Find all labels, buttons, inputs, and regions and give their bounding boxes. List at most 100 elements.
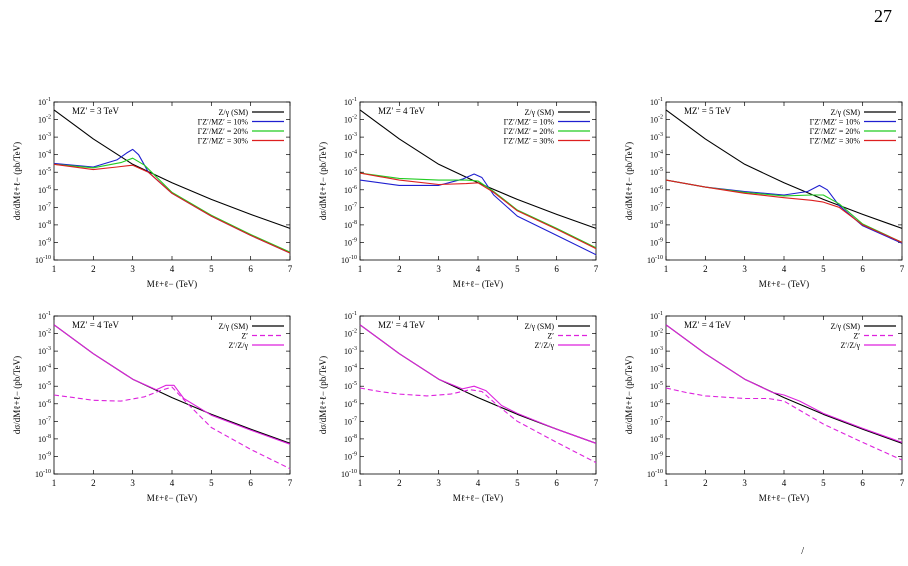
- x-tick-label: 2: [397, 478, 402, 488]
- series-line: [665, 324, 903, 444]
- x-tick-label: 6: [248, 478, 253, 488]
- x-tick-label: 4: [170, 264, 175, 274]
- y-tick-label: 10-2: [38, 329, 51, 339]
- series-line: [665, 179, 903, 243]
- y-axis-label: dσ/dMℓ+ℓ− (pb/TeV): [12, 142, 22, 220]
- y-tick-label: 10-7: [38, 416, 51, 426]
- y-tick-label: 10-10: [341, 469, 357, 479]
- x-tick-label: 7: [900, 478, 905, 488]
- y-tick-label: 10-7: [650, 202, 663, 212]
- y-axis-label: dσ/dMℓ+ℓ− (pb/TeV): [624, 142, 634, 220]
- series-line: [665, 179, 903, 243]
- plot-panel: 1 2 3 4 5 6 7 10-10 10-9 10-8 10-7 10-6 10-5 10-4 10-3…: [612, 292, 908, 532]
- plot-title: MZ′ = 4 TeV: [378, 106, 425, 116]
- legend-label: ΓZ′/MZ′ = 30%: [504, 137, 555, 146]
- y-tick-label: 10-9: [344, 237, 357, 247]
- plot-frame: [665, 101, 903, 261]
- plot-title: MZ′ = 3 TeV: [72, 106, 119, 116]
- plot-frame: [53, 315, 291, 475]
- x-tick-label: 1: [358, 264, 363, 274]
- x-tick-label: 4: [476, 264, 481, 274]
- x-tick-label: 5: [821, 478, 826, 488]
- x-tick-label: 4: [476, 478, 481, 488]
- x-tick-label: 5: [821, 264, 826, 274]
- series-line: [359, 172, 597, 250]
- y-tick-label: 10-10: [35, 469, 51, 479]
- y-tick-label: 10-5: [650, 381, 663, 391]
- y-tick-label: 10-5: [650, 167, 663, 177]
- y-tick-label: 10-9: [344, 451, 357, 461]
- y-tick-label: 10-6: [344, 185, 357, 195]
- x-tick-label: 3: [436, 264, 441, 274]
- y-tick-label: 10-1: [344, 97, 357, 107]
- y-tick-label: 10-4: [344, 364, 357, 374]
- y-tick-label: 10-3: [650, 346, 663, 356]
- legend-label: Z′/Z/γ: [840, 341, 860, 350]
- y-axis-label: dσ/dMℓ+ℓ− (pb/TeV): [318, 356, 328, 434]
- x-tick-label: 1: [358, 478, 363, 488]
- y-tick-label: 10-8: [344, 434, 357, 444]
- y-tick-label: 10-1: [38, 311, 51, 321]
- x-tick-label: 6: [248, 264, 253, 274]
- plot-title: MZ′ = 4 TeV: [684, 320, 731, 330]
- y-tick-label: 10-3: [650, 132, 663, 142]
- legend-label: Z′: [241, 332, 248, 341]
- y-tick-label: 10-8: [38, 434, 51, 444]
- x-tick-label: 6: [860, 264, 865, 274]
- y-tick-label: 10-8: [650, 434, 663, 444]
- series-line: [665, 109, 903, 229]
- x-tick-label: 2: [91, 478, 96, 488]
- y-tick-label: 10-6: [650, 185, 663, 195]
- y-tick-label: 10-10: [647, 469, 663, 479]
- y-tick-label: 10-6: [650, 399, 663, 409]
- legend-label: ΓZ′/MZ′ = 10%: [504, 118, 555, 127]
- x-tick-label: 1: [52, 264, 57, 274]
- series-line: [53, 157, 291, 253]
- y-tick-label: 10-10: [35, 255, 51, 265]
- y-tick-label: 10-2: [344, 329, 357, 339]
- chart-svg: 1 2 3 4 5 6 7 10-10 10-9 10-8 10-7 10-6 10-5 10-4 10-3…: [624, 311, 905, 503]
- y-tick-label: 10-6: [344, 399, 357, 409]
- y-tick-label: 10-5: [344, 167, 357, 177]
- x-tick-label: 2: [91, 264, 96, 274]
- series-line: [359, 109, 597, 229]
- legend-label: ΓZ′/MZ′ = 20%: [810, 127, 861, 136]
- y-tick-label: 10-2: [650, 115, 663, 125]
- x-tick-label: 3: [436, 478, 441, 488]
- x-tick-label: 6: [860, 478, 865, 488]
- legend-label: Z/γ (SM): [524, 322, 554, 331]
- series-line: [53, 109, 291, 229]
- y-tick-label: 10-5: [344, 381, 357, 391]
- y-tick-label: 10-6: [38, 185, 51, 195]
- x-axis-label: Mℓ+ℓ− (TeV): [147, 279, 197, 289]
- plot-panel: 1 2 3 4 5 6 7 10-10 10-9 10-8 10-7 10-6 10-5 10-4 10-3…: [612, 78, 908, 318]
- x-axis-label: Mℓ+ℓ− (TeV): [147, 493, 197, 503]
- y-axis-label: dσ/dMℓ+ℓ− (pb/TeV): [12, 356, 22, 434]
- legend-label: Z′: [853, 332, 860, 341]
- legend-label: Z′: [547, 332, 554, 341]
- plot-panel: 1 2 3 4 5 6 7 10-10 10-9 10-8 10-7 10-6 10-5 10-4 10-3…: [0, 78, 300, 318]
- x-tick-label: 6: [554, 478, 559, 488]
- x-axis-label: Mℓ+ℓ− (TeV): [453, 493, 503, 503]
- y-tick-label: 10-5: [38, 381, 51, 391]
- x-tick-label: 4: [782, 478, 787, 488]
- x-tick-label: 4: [170, 478, 175, 488]
- x-tick-label: 7: [288, 478, 293, 488]
- legend-label: ΓZ′/MZ′ = 20%: [504, 127, 555, 136]
- y-tick-label: 10-9: [650, 451, 663, 461]
- plot-title: MZ′ = 4 TeV: [378, 320, 425, 330]
- series-line: [359, 173, 597, 256]
- y-tick-label: 10-4: [344, 150, 357, 160]
- series-line: [53, 386, 291, 470]
- series-line: [359, 324, 597, 444]
- y-tick-label: 10-4: [650, 150, 663, 160]
- chart-svg: 1 2 3 4 5 6 7 10-10 10-9 10-8 10-7 10-6 10-5 10-4 10-3…: [624, 97, 905, 289]
- page-number: 27: [874, 6, 892, 26]
- x-tick-label: 5: [209, 264, 214, 274]
- y-tick-label: 10-6: [38, 399, 51, 409]
- y-tick-label: 10-4: [650, 364, 663, 374]
- legend-label: ΓZ′/MZ′ = 10%: [810, 118, 861, 127]
- plot-frame: [359, 315, 597, 475]
- legend-label: ΓZ′/MZ′ = 10%: [198, 118, 249, 127]
- plot-title: MZ′ = 5 TeV: [684, 106, 731, 116]
